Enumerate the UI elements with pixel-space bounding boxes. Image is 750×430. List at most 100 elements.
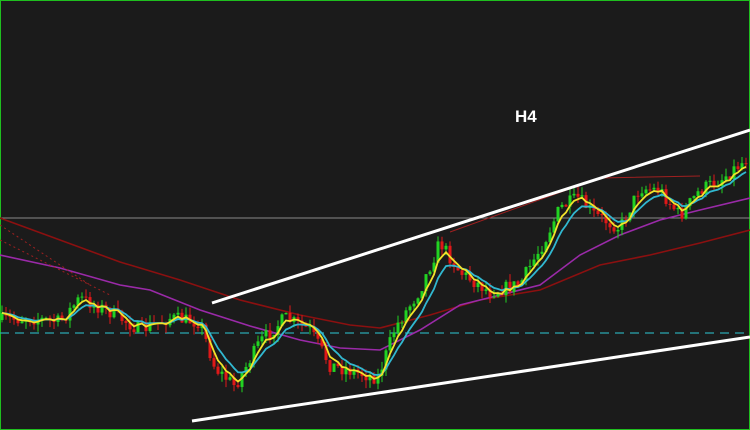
candle-part: [556, 206, 560, 222]
candle-part: [332, 363, 336, 372]
candle-part: [196, 326, 200, 329]
candle-part: [644, 189, 648, 194]
candle-part: [632, 195, 636, 213]
medium-moving-average: [0, 197, 750, 351]
candle-part: [568, 195, 572, 207]
candle-part: [136, 321, 140, 333]
candle-part: [544, 242, 548, 252]
candle-part: [684, 206, 688, 219]
candle-part: [728, 176, 732, 180]
candle-part: [612, 227, 616, 232]
candle-part: [424, 274, 428, 292]
candle-part: [540, 251, 544, 254]
candle-part: [320, 338, 324, 347]
candle-part: [140, 321, 144, 323]
candle-part: [656, 187, 660, 193]
candle-part: [420, 291, 424, 299]
candle-part: [44, 317, 48, 319]
candle-part: [456, 266, 460, 271]
candle-part: [296, 317, 300, 321]
candle-part: [736, 166, 740, 169]
candle-part: [384, 350, 388, 370]
candle-part: [580, 195, 584, 197]
candle-part: [252, 345, 256, 364]
candle-part: [648, 189, 652, 191]
candle-part: [516, 281, 520, 286]
candle-part: [308, 326, 312, 328]
timeframe-label: H4: [515, 107, 537, 126]
candle-part: [416, 298, 420, 304]
candle-part: [280, 314, 284, 327]
candle-part: [176, 312, 180, 315]
candle-part: [744, 163, 748, 165]
candle-part: [120, 310, 124, 322]
candle-part: [352, 369, 356, 375]
candle-part: [700, 191, 704, 194]
candle-part: [268, 330, 272, 339]
candle-part: [368, 375, 372, 381]
candle-part: [652, 187, 656, 190]
candle-part: [680, 208, 684, 219]
candle-part: [20, 321, 24, 324]
candle-part: [244, 366, 248, 373]
candle-part: [336, 363, 340, 367]
lower-trend-line: [191, 335, 750, 423]
candle-part: [392, 332, 396, 338]
candle-part: [220, 371, 224, 374]
candle-part: [524, 267, 528, 281]
candle-part: [72, 305, 76, 308]
candle-part: [460, 270, 464, 275]
candle-part: [316, 332, 320, 339]
candle-part: [100, 304, 104, 313]
slow-moving-average: [0, 217, 750, 329]
candle-part: [8, 315, 12, 317]
candle-part: [12, 316, 16, 320]
candle-part: [360, 372, 364, 377]
candle-part: [224, 371, 228, 380]
candle-part: [396, 322, 400, 333]
candle-part: [668, 203, 672, 205]
candle-part: [552, 221, 556, 233]
candle-part: [124, 321, 128, 323]
candle-part: [712, 180, 716, 187]
candle-part: [724, 176, 728, 181]
candle-part: [288, 312, 292, 322]
candle-part: [0, 312, 4, 320]
candle-part: [208, 338, 212, 359]
candle-part: [468, 272, 472, 281]
candle-part: [564, 204, 568, 207]
candle-part: [344, 368, 348, 375]
candle-part: [440, 241, 444, 250]
fastest-moving-average: [1, 165, 747, 383]
candle-part: [200, 324, 204, 329]
candle-part: [448, 245, 452, 264]
candle-part: [84, 296, 88, 298]
candle-part: [364, 376, 368, 381]
candle-part: [80, 296, 84, 298]
candle-part: [376, 375, 380, 384]
candle-part: [444, 245, 448, 250]
candle-part: [348, 368, 352, 375]
candle-part: [704, 181, 708, 194]
candle-part: [464, 272, 468, 275]
candle-part: [228, 377, 232, 380]
candle-part: [96, 304, 100, 313]
candle-part: [676, 208, 680, 210]
candle-part: [696, 191, 700, 197]
candle-part: [192, 323, 196, 327]
candle-part: [548, 232, 552, 243]
candle-part: [240, 372, 244, 387]
candle-part: [472, 280, 476, 288]
candle-part: [212, 358, 216, 367]
candle-part: [604, 215, 608, 224]
candle-part: [408, 306, 412, 311]
candle-part: [388, 337, 392, 351]
candle-part: [596, 210, 600, 215]
candle-part: [484, 289, 488, 291]
candle-part: [640, 193, 644, 197]
candle-part: [112, 308, 116, 318]
candle-part: [216, 366, 220, 374]
candle-part: [740, 163, 744, 169]
